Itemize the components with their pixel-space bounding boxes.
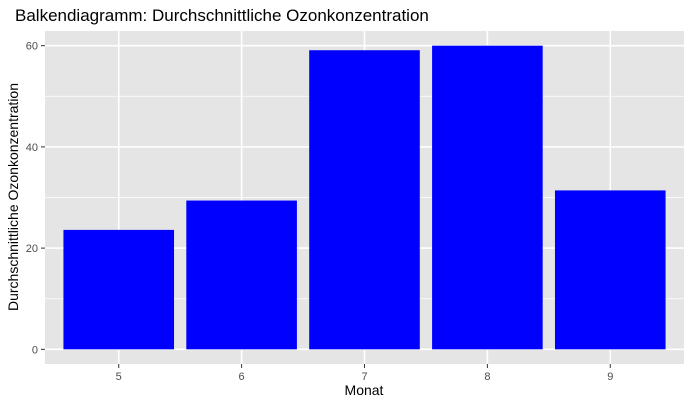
y-axis: 0 20 40 60 bbox=[26, 41, 45, 356]
x-axis-title: Monat bbox=[345, 382, 384, 398]
bar-5 bbox=[63, 229, 175, 350]
x-axis: 5 6 7 8 9 bbox=[116, 364, 613, 383]
x-tick-label: 7 bbox=[361, 371, 367, 383]
bar-6 bbox=[186, 200, 297, 350]
x-tick-label: 9 bbox=[607, 371, 613, 383]
bars bbox=[63, 45, 666, 350]
x-tick-label: 5 bbox=[116, 371, 122, 383]
y-tick-label: 20 bbox=[26, 243, 38, 255]
chart-title: Balkendiagramm: Durchschnittliche Ozonko… bbox=[15, 6, 429, 25]
y-axis-title: Durchschnittliche Ozonkonzentration bbox=[5, 83, 21, 311]
y-tick-label: 60 bbox=[26, 41, 38, 53]
x-tick-label: 8 bbox=[484, 371, 490, 383]
y-tick-label: 40 bbox=[26, 142, 38, 154]
x-tick-label: 6 bbox=[239, 371, 245, 383]
bar-9 bbox=[554, 190, 666, 350]
y-tick-label: 0 bbox=[32, 344, 38, 356]
bar-8 bbox=[432, 45, 543, 350]
bar-7 bbox=[309, 50, 420, 350]
